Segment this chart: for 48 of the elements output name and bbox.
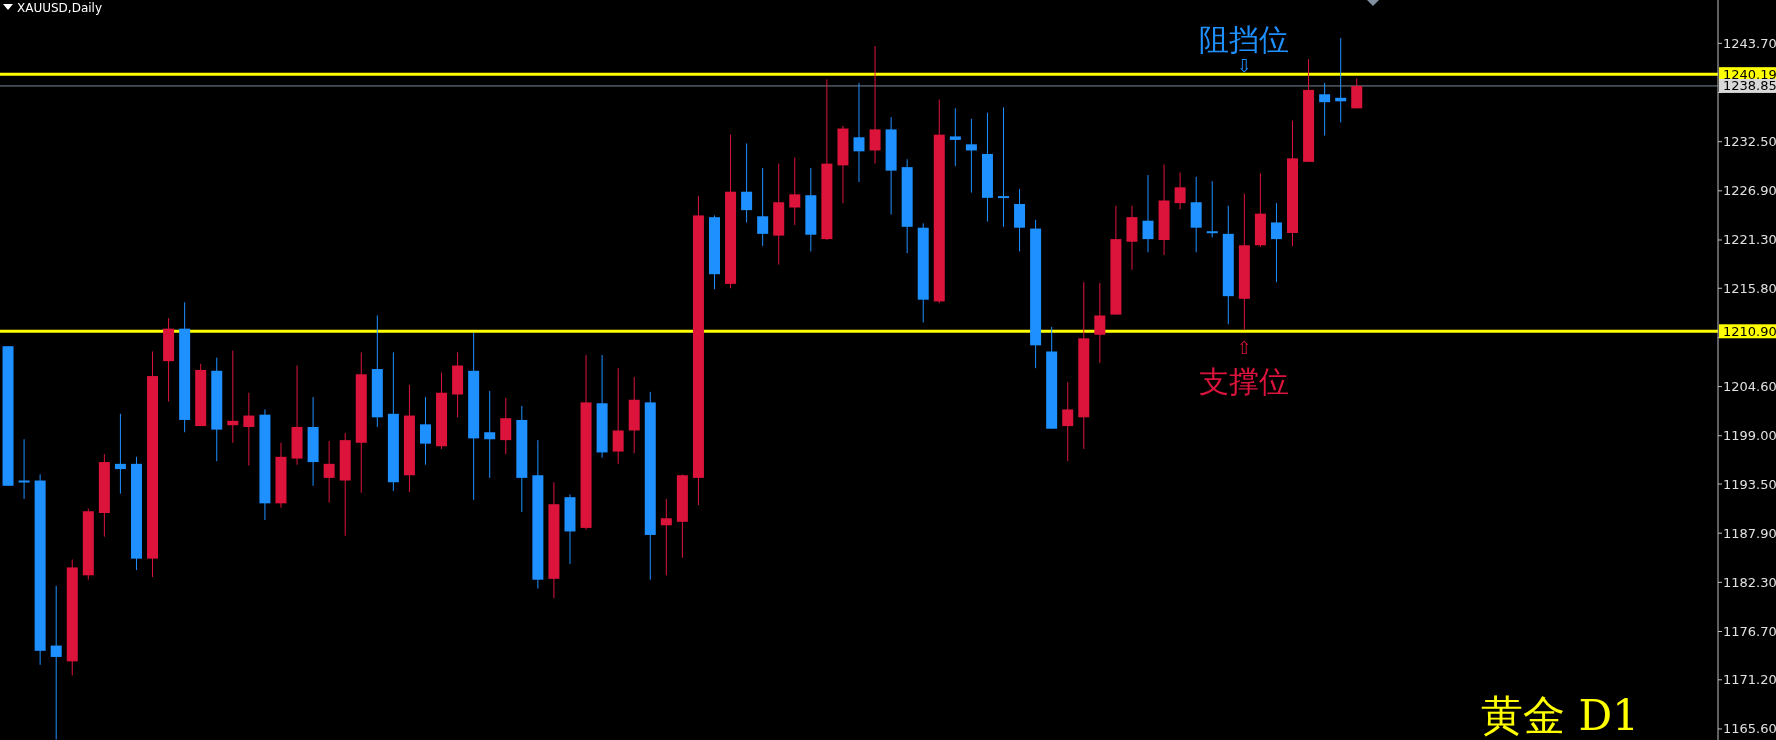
y-tick-label: 1165.60 bbox=[1723, 721, 1776, 737]
candlestick bbox=[789, 156, 801, 226]
annotation: ⇩ bbox=[1236, 55, 1252, 76]
candlestick bbox=[1014, 188, 1026, 252]
candlestick bbox=[612, 367, 624, 465]
candlestick bbox=[50, 585, 62, 740]
y-tick-label: 1215.80 bbox=[1723, 280, 1776, 296]
candlestick bbox=[1142, 174, 1154, 253]
candlestick bbox=[18, 438, 30, 500]
candlestick bbox=[1319, 82, 1331, 137]
y-tick-label: 1193.50 bbox=[1723, 476, 1776, 492]
candlestick bbox=[853, 82, 865, 183]
candlestick bbox=[757, 167, 769, 247]
candlestick bbox=[949, 107, 961, 167]
candlestick bbox=[419, 396, 431, 466]
candlestick bbox=[1270, 202, 1282, 283]
y-tick-label: 1187.90 bbox=[1723, 525, 1776, 541]
annotation: 支撑位 bbox=[1199, 364, 1290, 399]
y-tick-label: 1226.90 bbox=[1723, 183, 1776, 199]
candlestick bbox=[114, 413, 126, 495]
y-tick-label: 1243.70 bbox=[1723, 35, 1776, 51]
candlestick bbox=[1351, 77, 1363, 109]
candlestick bbox=[660, 498, 672, 576]
y-tick-label: 1171.20 bbox=[1723, 672, 1776, 688]
candlestick bbox=[323, 440, 335, 503]
candlestick bbox=[1174, 171, 1186, 210]
annotation: 阻挡位 bbox=[1199, 22, 1290, 57]
candlestick bbox=[741, 142, 753, 223]
annotation: ⇧ bbox=[1236, 337, 1252, 358]
candlestick bbox=[1094, 282, 1106, 364]
y-tick-label: 1232.50 bbox=[1723, 134, 1776, 150]
candlestick bbox=[243, 392, 255, 467]
candlestick bbox=[1206, 180, 1218, 238]
candlestick bbox=[1062, 381, 1074, 462]
candlestick bbox=[484, 390, 496, 479]
chart-title: XAUUSD,Daily bbox=[17, 1, 103, 15]
candlestick bbox=[500, 397, 512, 455]
candlestick bbox=[998, 106, 1010, 228]
ref-line-label: 1210.90 bbox=[1723, 323, 1776, 339]
y-tick-label: 1204.60 bbox=[1723, 379, 1776, 395]
annotation: 黄金 D1 bbox=[1481, 691, 1639, 740]
y-tick-label: 1182.30 bbox=[1723, 574, 1776, 590]
candlestick bbox=[869, 45, 881, 165]
y-tick-label: 1199.00 bbox=[1723, 428, 1776, 444]
candlestick bbox=[965, 118, 977, 194]
candlestick bbox=[227, 350, 239, 444]
y-tick-label: 1221.30 bbox=[1723, 232, 1776, 248]
y-tick-label: 1176.70 bbox=[1723, 624, 1776, 639]
